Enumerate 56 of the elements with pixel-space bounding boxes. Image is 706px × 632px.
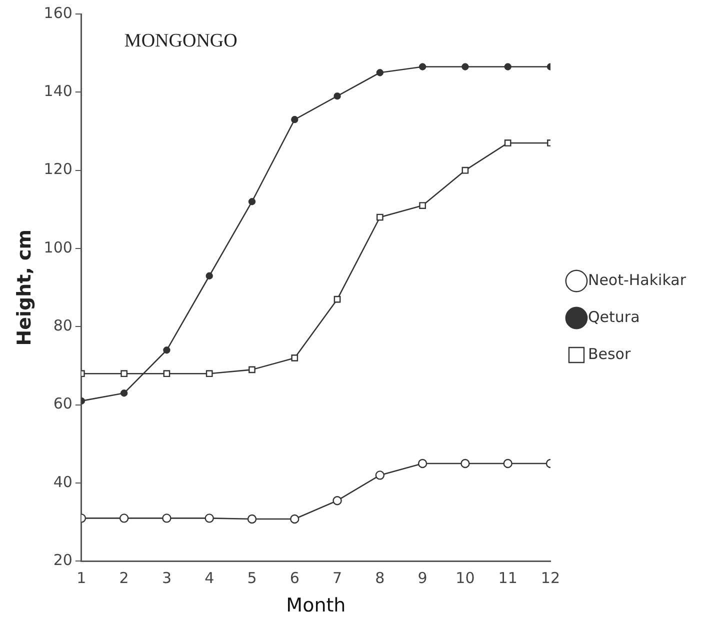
point — [419, 202, 426, 209]
point — [120, 390, 128, 397]
point — [462, 63, 469, 70]
x-tick-label: 6 — [290, 569, 300, 588]
x-tick-label: 4 — [204, 569, 214, 588]
point — [334, 296, 341, 303]
x-tick-label: 7 — [332, 569, 342, 588]
y-tick-label: 100 — [44, 238, 72, 256]
y-tick-label: 40 — [53, 472, 72, 491]
point — [504, 140, 512, 146]
x-tick-label: 2 — [119, 569, 129, 588]
point — [119, 514, 129, 523]
point — [163, 370, 170, 378]
x-tick-label: 11 — [498, 569, 518, 588]
x-tick-label: 1 — [76, 569, 86, 588]
x-tick-label: 5 — [247, 569, 257, 588]
point — [248, 198, 256, 206]
legend-label: Besor — [588, 344, 632, 363]
legend-label: Qetura — [588, 308, 640, 326]
point — [332, 496, 342, 506]
point — [291, 116, 298, 124]
x-tick-label: 8 — [375, 569, 385, 588]
y-tick-label: 160 — [44, 4, 72, 22]
point — [206, 272, 213, 280]
text: MONGONGO — [124, 30, 238, 52]
point — [206, 370, 213, 378]
point — [375, 470, 385, 480]
point — [162, 514, 172, 523]
point — [248, 366, 256, 374]
y-tick-label: 60 — [53, 394, 72, 413]
x-axis-title: Month — [286, 594, 346, 617]
point — [418, 458, 428, 468]
point — [376, 69, 384, 76]
x-tick-label: 9 — [418, 569, 428, 588]
y-axis-title: Height, cm — [13, 229, 36, 346]
point — [120, 370, 128, 378]
point — [376, 214, 384, 221]
point — [247, 514, 257, 524]
point — [204, 514, 214, 523]
x-tick-label: 12 — [540, 569, 560, 588]
point — [418, 63, 426, 70]
x-tick-label: 3 — [162, 569, 172, 588]
point — [503, 458, 512, 468]
point — [290, 514, 300, 524]
point — [291, 354, 298, 362]
point — [462, 166, 469, 174]
point — [460, 458, 470, 468]
y-tick-label: 80 — [53, 316, 72, 335]
y-tick-label: 140 — [44, 82, 72, 100]
x-tick-label: 10 — [456, 569, 475, 588]
y-tick-label: 20 — [53, 551, 72, 570]
point — [163, 346, 170, 354]
legend-label: Neot-Hakikar — [588, 270, 687, 289]
point — [334, 92, 341, 100]
y-tick-label: 120 — [44, 160, 72, 178]
point — [504, 63, 512, 70]
